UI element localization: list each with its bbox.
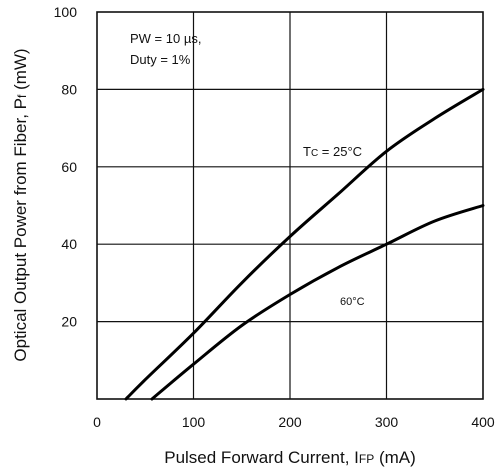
x-axis-title: Pulsed Forward Current, IFP (mA) bbox=[164, 448, 416, 467]
y-tick-label-20: 20 bbox=[61, 314, 77, 330]
y-axis-title: Optical Output Power from Fiber, Pf (mW) bbox=[11, 48, 30, 361]
y-tick-label-80: 80 bbox=[61, 81, 77, 97]
y-tick-labels: 20 40 60 80 100 bbox=[54, 4, 78, 330]
series-lines bbox=[124, 87, 485, 401]
condition-duty: Duty = 1% bbox=[130, 52, 191, 67]
series-label-25c: TC = 25°C bbox=[303, 144, 362, 159]
y-tick-label-60: 60 bbox=[61, 159, 77, 175]
series-line-25c bbox=[124, 87, 485, 401]
condition-pulse-width: PW = 10 µs, bbox=[130, 31, 201, 46]
grid bbox=[97, 12, 483, 399]
x-tick-label-0: 0 bbox=[93, 414, 101, 430]
x-tick-label-400: 400 bbox=[471, 414, 495, 430]
x-tick-label-300: 300 bbox=[375, 414, 399, 430]
x-tick-label-100: 100 bbox=[182, 414, 206, 430]
series-label-60c: 60°C bbox=[340, 296, 365, 308]
y-tick-label-100: 100 bbox=[54, 4, 78, 20]
x-tick-label-200: 200 bbox=[278, 414, 302, 430]
x-tick-labels: 0 100 200 300 400 bbox=[93, 414, 495, 430]
series-line-60c bbox=[150, 204, 485, 401]
y-tick-label-40: 40 bbox=[61, 236, 77, 252]
